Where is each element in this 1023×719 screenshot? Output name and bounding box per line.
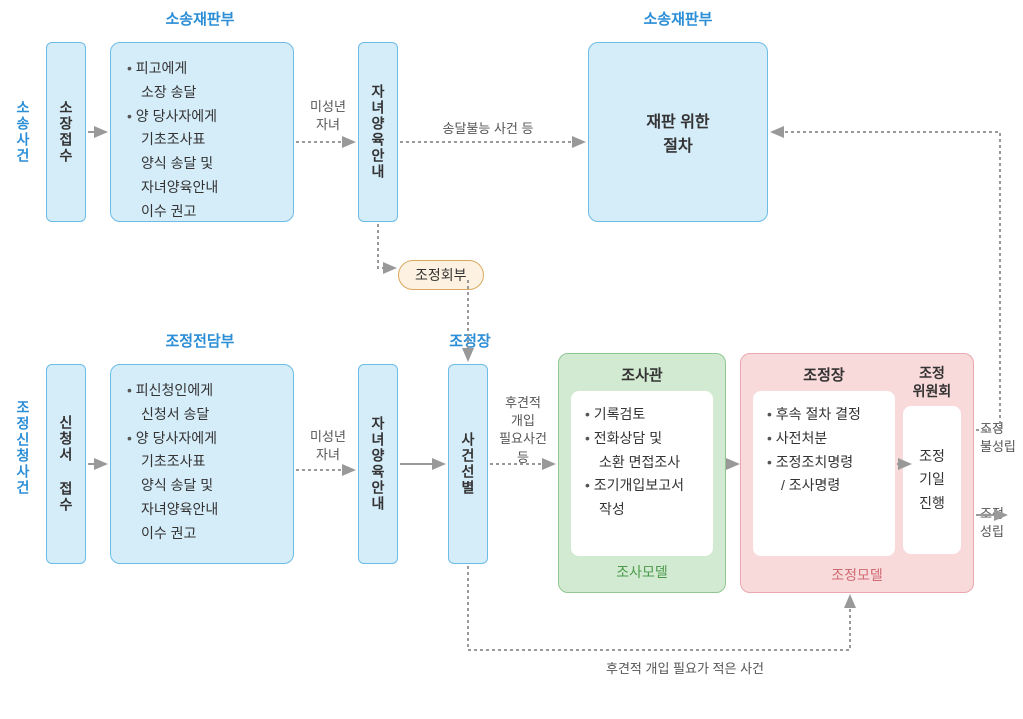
side-label-mediation: 조정신청사건 bbox=[13, 400, 33, 496]
header-top-right: 소송재판부 bbox=[588, 8, 768, 29]
label-invest-model: 조사모델 bbox=[571, 556, 713, 582]
label-fail: 조정 불성립 bbox=[980, 420, 1022, 456]
label-case-screening: 사건선별 bbox=[458, 432, 478, 496]
li: 사전처분 bbox=[767, 427, 881, 451]
li: 기록검토 bbox=[585, 403, 699, 427]
header-top-left: 소송재판부 bbox=[110, 8, 290, 29]
li: 양 당사자에게 기초조사표 양식 송달 및 자녀양육안내 이수 권고 bbox=[127, 105, 277, 224]
box-child-guide-2: 자녀양육안내 bbox=[358, 364, 398, 564]
li: 양 당사자에게 기초조사표 양식 송달 및 자녀양육안내 이수 권고 bbox=[127, 427, 277, 546]
whitebox-committee: 조정 기일 진행 bbox=[903, 406, 961, 554]
li: 전화상담 및 소환 면접조사 bbox=[585, 427, 699, 475]
box-mediator: 조정장 후속 절차 결정 사전처분 조정조치명령 / 조사명령 조정 위원회 조… bbox=[740, 353, 974, 593]
li: 조기개입보고서 작성 bbox=[585, 474, 699, 522]
label-child-guide-1: 자녀양육안내 bbox=[368, 84, 388, 180]
box-lawsuit-details: 피고에게 소장 송달 양 당사자에게 기초조사표 양식 송달 및 자녀양육안내 … bbox=[110, 42, 294, 222]
box-case-screening: 사건선별 bbox=[448, 364, 488, 564]
li: 피고에게 소장 송달 bbox=[127, 57, 277, 105]
li: 조정조치명령 / 조사명령 bbox=[767, 451, 881, 499]
label-complaint-receipt: 소장접수 bbox=[56, 100, 76, 164]
whitebox-investigator: 기록검토 전화상담 및 소환 면접조사 조기개입보고서 작성 bbox=[571, 391, 713, 556]
li: 피신청인에게 신청서 송달 bbox=[127, 379, 277, 427]
header-mediator: 조정장 bbox=[753, 364, 895, 385]
label-minor-child-1: 미성년 자녀 bbox=[304, 98, 352, 134]
whitebox-mediator: 후속 절차 결정 사전처분 조정조치명령 / 조사명령 bbox=[753, 391, 895, 556]
list-mediation-details: 피신청인에게 신청서 송달 양 당사자에게 기초조사표 양식 송달 및 자녀양육… bbox=[127, 379, 277, 546]
box-investigator: 조사관 기록검토 전화상담 및 소환 면접조사 조기개입보고서 작성 조사모델 bbox=[558, 353, 726, 593]
box-mediation-details: 피신청인에게 신청서 송달 양 당사자에게 기초조사표 양식 송달 및 자녀양육… bbox=[110, 364, 294, 564]
header-mid-center: 조정장 bbox=[440, 330, 500, 351]
box-application-receipt: 신청서 접수 bbox=[46, 364, 86, 564]
list-mediator: 후속 절차 결정 사전처분 조정조치명령 / 조사명령 bbox=[767, 403, 881, 498]
label-guardian-less: 후견적 개입 필요가 적은 사건 bbox=[555, 660, 815, 678]
label-minor-child-2: 미성년 자녀 bbox=[304, 428, 352, 464]
label-child-guide-2: 자녀양육안내 bbox=[368, 416, 388, 512]
label-mediate-model: 조정모델 bbox=[753, 559, 961, 585]
label-undeliverable: 송달불능 사건 등 bbox=[418, 120, 558, 138]
header-mid-left: 조정전담부 bbox=[110, 330, 290, 351]
label-success: 조정 성립 bbox=[980, 505, 1022, 541]
list-investigator: 기록검토 전화상담 및 소환 면접조사 조기개입보고서 작성 bbox=[585, 403, 699, 522]
header-committee: 조정 위원회 bbox=[903, 364, 961, 400]
label-guardian-needed: 후견적 개입 필요사건 등 bbox=[493, 394, 553, 467]
box-child-guide-1: 자녀양육안내 bbox=[358, 42, 398, 222]
label-application-receipt: 신청서 접수 bbox=[56, 415, 76, 513]
list-lawsuit-details: 피고에게 소장 송달 양 당사자에게 기초조사표 양식 송달 및 자녀양육안내 … bbox=[127, 57, 277, 224]
header-investigator: 조사관 bbox=[571, 364, 713, 385]
li: 후속 절차 결정 bbox=[767, 403, 881, 427]
box-trial-procedure: 재판 위한 절차 bbox=[588, 42, 768, 222]
pill-referral: 조정회부 bbox=[398, 260, 484, 290]
box-complaint-receipt: 소장접수 bbox=[46, 42, 86, 222]
side-label-lawsuit: 소송사건 bbox=[13, 100, 33, 164]
